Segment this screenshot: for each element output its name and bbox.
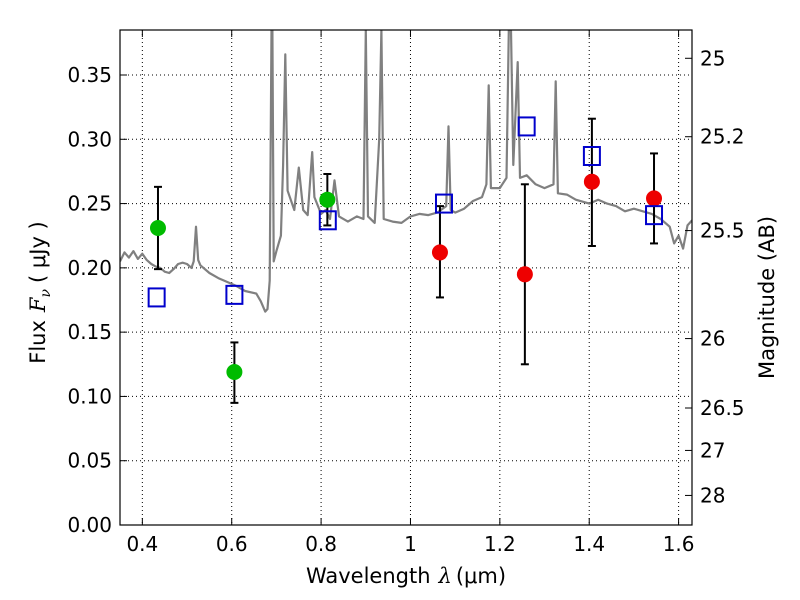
model-square-point	[225, 284, 244, 305]
model-square-point	[517, 116, 536, 137]
y2-tick-label: 28	[700, 483, 725, 507]
model-square-point	[582, 146, 601, 166]
model-square-point	[147, 287, 166, 308]
green-circle-point	[226, 364, 243, 380]
y-tick-label: 0.15	[67, 320, 112, 344]
x-axis-label: Wavelength λ (μm)	[306, 564, 506, 588]
red-circle-point	[646, 190, 663, 207]
x-axis-label-symbol: λ	[438, 564, 452, 588]
red-circle-point	[516, 266, 533, 283]
x-axis-label-unit: (μm)	[456, 564, 506, 588]
y-axis-label: Flux Fν ( μJy )	[26, 221, 54, 363]
green-circle-point	[319, 191, 336, 208]
x-tick-label: 1.6	[663, 532, 695, 556]
green-circle-point	[149, 220, 166, 236]
x-tick-label: 0.4	[126, 532, 158, 556]
y-tick-label: 0.05	[67, 449, 112, 473]
x-tick-label: 1	[404, 532, 417, 556]
y2-tick-label: 25	[700, 46, 725, 70]
y2-tick-label: 25.2	[700, 125, 745, 149]
plot-area	[120, 30, 692, 404]
y-axis-label-symbol: F	[26, 296, 50, 313]
y2-tick-label: 27	[700, 438, 725, 462]
y-tick-label: 0.20	[67, 256, 112, 280]
y-tick-label: 0.30	[67, 127, 112, 151]
axes: 0.4 0.6 0.8 1 1.2 1.4 1.6 0.00 0.05 0.10 0.15 0.20 0…	[67, 29, 745, 556]
x-axis-label-prefix: Wavelength	[306, 564, 431, 588]
y2-tick-label: 26	[700, 327, 725, 351]
y-tick-label: 0.10	[67, 384, 112, 408]
x-tick-label: 1.4	[573, 532, 605, 556]
spectrum-line	[120, 30, 692, 313]
model-square-point	[318, 210, 337, 231]
red-circle-point	[583, 173, 600, 190]
y2-axis-label: Magnitude (AB)	[755, 216, 779, 379]
y-tick-label: 0.00	[67, 513, 112, 537]
y-axis-label-prefix: Flux	[26, 320, 50, 364]
y2-tick-label: 25.5	[700, 219, 745, 243]
y-axis-label-subscript: ν	[38, 289, 54, 298]
x-tick-label: 0.6	[216, 532, 248, 556]
x-tick-label: 0.8	[305, 532, 337, 556]
y-tick-label: 0.25	[67, 192, 112, 216]
y-tick-label: 0.35	[67, 63, 112, 87]
model-square-point	[434, 193, 453, 214]
red-circle-point	[431, 244, 448, 261]
x-tick-label: 1.2	[484, 532, 516, 556]
y2-tick-label: 26.5	[700, 396, 745, 420]
y-axis-label-unit: ( μJy )	[26, 221, 50, 283]
plot-frame	[119, 29, 693, 526]
model-square-point	[645, 205, 664, 226]
